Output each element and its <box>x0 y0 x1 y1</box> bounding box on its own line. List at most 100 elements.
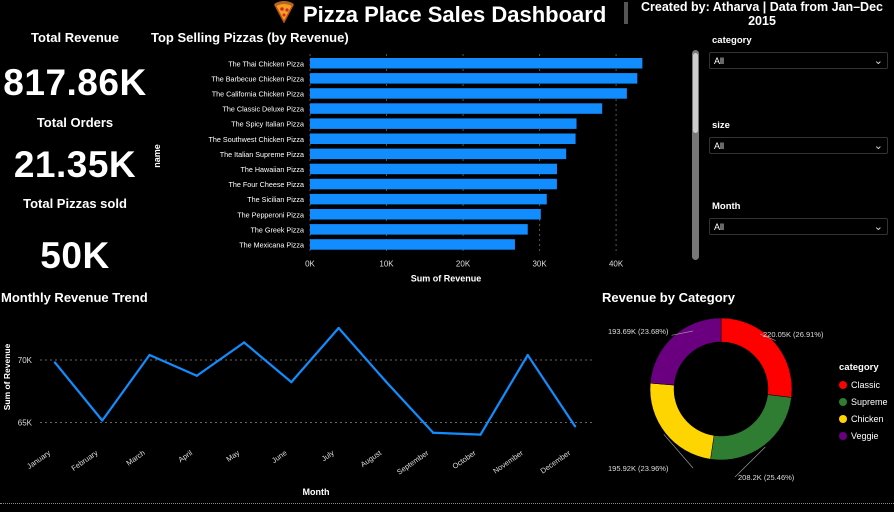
bar-chart-title: Top Selling Pizzas (by Revenue) <box>151 30 349 45</box>
month-slicer-dropdown[interactable]: All ⌄ <box>709 218 888 235</box>
legend-dot-icon <box>839 380 847 389</box>
bar <box>310 73 638 84</box>
y-tick-label: The Four Cheese Pizza <box>228 180 304 189</box>
data-label-leader <box>734 446 766 478</box>
legend-title: category <box>839 362 879 373</box>
x-tick-label: February <box>70 448 100 473</box>
line-point <box>526 353 529 357</box>
month-slicer-label: Month <box>712 201 741 212</box>
legend-label: Supreme <box>851 396 888 407</box>
legend-item[interactable]: Supreme <box>839 393 888 410</box>
bar <box>310 103 603 114</box>
x-tick-label: March <box>124 448 146 467</box>
legend-item[interactable]: Classic <box>839 376 888 393</box>
line-point <box>431 431 435 434</box>
total-pizzas-value: 50K <box>40 235 110 276</box>
dashboard-title-text: Pizza Place Sales Dashboard <box>303 2 607 27</box>
line-point <box>148 353 151 357</box>
pizza-slice-icon <box>273 1 295 29</box>
bar <box>310 178 557 190</box>
y-tick-label: The Spicy Italian Pizza <box>231 120 304 129</box>
line-point <box>384 380 388 383</box>
x-tick-label: December <box>539 448 573 476</box>
bottom-divider <box>0 503 894 504</box>
legend-label: Veggie <box>851 430 879 441</box>
x-tick-label: June <box>270 448 288 465</box>
line-point <box>242 341 246 344</box>
category-donut-chart: 220.05K (26.91%) 208.2K (25.46%) 195.92K (… <box>608 317 824 482</box>
donut-slice <box>649 382 715 460</box>
dashboard-title: Pizza Place Sales Dashboard <box>273 1 606 29</box>
bar <box>310 88 627 99</box>
y-tick-label: The Classic Deluxe Pizza <box>223 105 305 114</box>
credit-text: Created by: Atharva | Data from Jan–Dec … <box>640 0 883 28</box>
top-pizzas-bar-chart: 0K 10K 20K 30K 40K The Thai Chicken Pizza The … <box>152 54 643 283</box>
x-axis-label: Sum of Revenue <box>411 273 482 283</box>
x-tick-label: January <box>25 448 52 471</box>
total-revenue-value: 817.86K <box>3 62 147 103</box>
month-slicer-value: All <box>714 221 725 232</box>
x-tick-label: September <box>395 448 431 477</box>
data-label-leader <box>663 434 694 469</box>
revenue-line <box>54 326 576 436</box>
category-slicer-label: category <box>712 35 752 46</box>
bar <box>310 148 567 160</box>
category-slicer-value: All <box>714 55 725 66</box>
x-tick-label: 0K <box>305 259 315 268</box>
size-slicer-value: All <box>714 140 725 151</box>
y-tick-label: The Mexicana Pizza <box>239 240 304 249</box>
legend-label: Classic <box>851 379 881 390</box>
x-tick-label: August <box>359 448 384 469</box>
y-tick-label: The Pepperoni Pizza <box>237 210 304 219</box>
bar <box>310 118 577 129</box>
x-tick-label: 30K <box>532 259 547 268</box>
total-orders-value: 21.35K <box>13 144 137 185</box>
line-point <box>195 374 199 377</box>
x-axis-label: Month <box>303 487 330 497</box>
line-point <box>573 425 577 428</box>
legend-item[interactable]: Chicken <box>839 410 888 427</box>
donut-data-label: 220.05K (26.91%) <box>763 330 824 339</box>
x-tick-label: July <box>320 448 336 463</box>
line-point <box>53 361 57 364</box>
bar <box>310 193 547 205</box>
x-tick-label: 10K <box>379 259 394 268</box>
donut-slice <box>710 394 792 461</box>
bar <box>310 209 541 220</box>
data-label-leader <box>671 330 694 336</box>
legend-label: Chicken <box>851 413 884 424</box>
donut-chart-title: Revenue by Category <box>602 290 735 305</box>
bar <box>310 58 643 69</box>
data-label-leader <box>759 333 776 341</box>
bar <box>310 224 528 235</box>
x-tick-label: November <box>491 448 525 476</box>
chevron-down-icon: ⌄ <box>873 221 883 233</box>
x-tick-label: 20K <box>456 259 471 268</box>
x-tick-label: October <box>451 448 478 471</box>
bar-chart-scrollbar[interactable] <box>692 50 699 260</box>
category-slicer-dropdown[interactable]: All ⌄ <box>709 52 888 69</box>
y-tick-label: 70K <box>18 356 33 365</box>
donut-data-label: 193.69K (23.68%) <box>608 327 669 336</box>
y-tick-label: The Italian Supreme Pizza <box>220 150 304 159</box>
line-point <box>337 326 340 330</box>
donut-data-label: 208.2K (25.46%) <box>738 473 795 482</box>
bar <box>310 163 557 175</box>
x-tick-label: April <box>177 448 195 464</box>
bar <box>310 133 576 144</box>
y-tick-label: The California Chicken Pizza <box>212 89 304 98</box>
size-slicer-label: size <box>712 120 730 131</box>
legend-item[interactable]: Veggie <box>839 427 888 444</box>
total-orders-label: Total Orders <box>36 115 114 130</box>
total-pizzas-label: Total Pizzas sold <box>23 196 127 211</box>
legend-dot-icon <box>839 431 847 440</box>
y-tick-label: The Greek Pizza <box>250 225 304 234</box>
y-tick-label: The Sicilian Pizza <box>247 195 304 204</box>
bar-chart-scroll-thumb[interactable] <box>693 53 698 133</box>
size-slicer-dropdown[interactable]: All ⌄ <box>709 137 888 154</box>
header-divider <box>624 2 628 24</box>
y-tick-label: The Hawaiian Pizza <box>240 165 304 174</box>
y-axis-label: name <box>152 144 162 168</box>
line-point <box>101 419 104 422</box>
legend-dot-icon <box>839 414 847 423</box>
